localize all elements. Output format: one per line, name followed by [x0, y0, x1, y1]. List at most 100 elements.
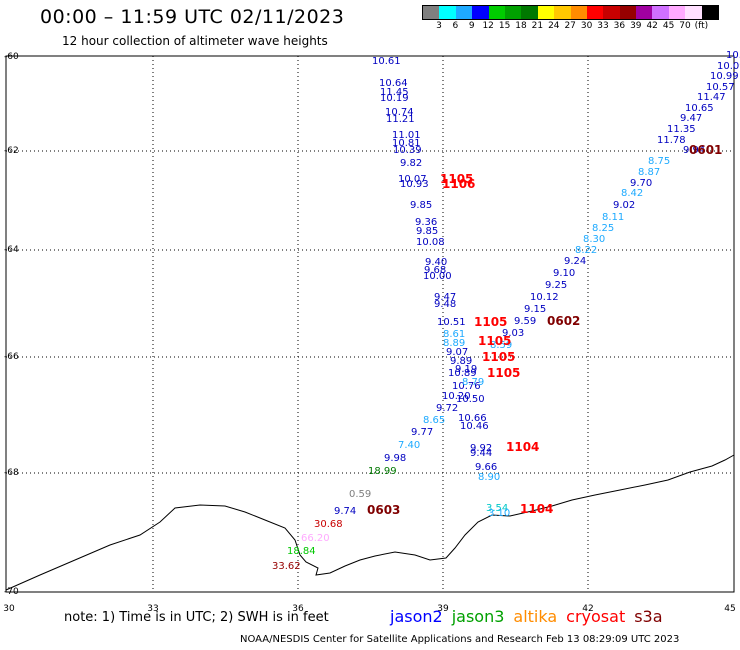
- wave-height-value: 10.99: [710, 71, 739, 82]
- legend-swatch: [439, 6, 456, 19]
- legend-label: (ft): [694, 21, 709, 31]
- wave-height-value: 9.25: [545, 280, 568, 291]
- legend-label: 15: [498, 21, 511, 31]
- credit-line: NOAA/NESDIS Center for Satellite Applica…: [240, 634, 680, 645]
- pass-time-label: 0601: [689, 143, 723, 157]
- wave-height-value: 18.99: [368, 466, 397, 477]
- wave-height-value: 9.15: [524, 304, 547, 315]
- legend-swatch: [619, 6, 637, 19]
- x-tick-label: 45: [724, 604, 736, 614]
- wave-height-value: 9.74: [334, 506, 357, 517]
- legend-swatch: [701, 6, 719, 19]
- wave-height-value: 10.64: [379, 78, 408, 89]
- wave-height-value: 3.10: [488, 508, 511, 519]
- legend-label: 33: [597, 21, 609, 31]
- wave-height-value: 8.79: [462, 377, 485, 388]
- legend-swatch: [423, 6, 440, 19]
- legend-swatch: [504, 6, 522, 19]
- wave-height-value: 9.89: [450, 356, 473, 367]
- footnote: note: 1) Time is in UTC; 2) SWH is in fe…: [64, 610, 329, 625]
- map-title: 00:00 – 11:59 UTC 02/11/2023: [40, 6, 345, 28]
- legend-label: 39: [630, 21, 642, 31]
- wave-height-value: 9.66: [475, 462, 498, 473]
- legend-label: 3: [436, 21, 442, 31]
- x-tick-label: 39: [437, 604, 449, 614]
- wave-height-value: 9.10: [553, 268, 576, 279]
- wave-height-value: 7.40: [398, 440, 421, 451]
- legend-swatch: [586, 6, 604, 19]
- y-tick-label: -64: [4, 245, 19, 255]
- legend-swatch: [521, 6, 538, 19]
- y-tick-label: -68: [4, 468, 19, 478]
- mission-altika: altika: [513, 607, 558, 626]
- legend-swatches: [422, 5, 720, 20]
- wave-height-value: 8.11: [602, 212, 625, 223]
- wave-height-value: 9.82: [400, 158, 423, 169]
- y-tick-label: -66: [4, 352, 19, 362]
- wave-height-value: 10.74: [385, 107, 414, 118]
- wave-height-value: 9.72: [436, 403, 459, 414]
- grid-lines: [6, 56, 734, 592]
- wave-height-value: 8.42: [621, 188, 644, 199]
- wave-height-value: 10.39: [393, 145, 422, 156]
- mission-s3a: s3a: [634, 607, 663, 626]
- wave-height-value: 9.03: [502, 328, 525, 339]
- pass-time-label: 0603: [367, 503, 401, 517]
- color-legend: 3 6 9 12 15 18 21 24 27 30 33 36 39 42 45 70 (ft): [422, 5, 720, 32]
- wave-height-value: 10.81: [392, 138, 421, 149]
- legend-label: 42: [646, 21, 658, 31]
- legend-label: 27: [564, 21, 576, 31]
- wave-height-value: 9.85: [416, 226, 439, 237]
- wave-height-value: 9.19: [455, 364, 478, 375]
- wave-height-value: 11.47: [697, 92, 726, 103]
- wave-height-value: 10.20: [442, 391, 471, 402]
- wave-height-value: 8.87: [638, 167, 661, 178]
- y-tick-label: -62: [4, 146, 19, 156]
- wave-height-value: 18.84: [287, 546, 316, 557]
- x-tick-label: 30: [3, 604, 15, 614]
- wave-height-value: 10.19: [380, 93, 409, 104]
- pass-time-label: 1105: [474, 315, 508, 329]
- wave-height-value: 10.57: [706, 82, 735, 93]
- wave-height-value: 11.78: [657, 135, 686, 146]
- pass-time-label: 1105: [478, 334, 512, 348]
- wave-height-value: 10.76: [452, 381, 481, 392]
- y-tick-label: -60: [4, 52, 19, 62]
- legend-swatch: [570, 6, 587, 19]
- wave-height-value: 9.07: [446, 347, 469, 358]
- legend-swatch: [472, 6, 489, 19]
- wave-height-value: 10.: [726, 50, 740, 61]
- wave-height-value: 10.07: [398, 174, 427, 185]
- wave-height-value: 8.22: [575, 245, 598, 256]
- wave-height-value: 9.59: [514, 316, 537, 327]
- pass-time-label: 1104: [506, 440, 540, 454]
- legend-labels: 3 6 9 12 15 18 21 24 27 30 33 36 39 42 45 70 (ft): [422, 20, 719, 32]
- pass-time-label: 1105: [440, 172, 474, 186]
- legend-swatch: [636, 6, 653, 19]
- map-subtitle: 12 hour collection of altimeter wave hei…: [62, 34, 328, 48]
- wave-height-value: 66.20: [301, 533, 330, 544]
- wave-height-value: 9.44: [470, 448, 493, 459]
- plot-frame: [5, 55, 735, 593]
- mission-cryosat: cryosat: [566, 607, 626, 626]
- wave-height-value: 8.75: [648, 156, 671, 167]
- mission-legend: jason2 jason3 altika cryosat s3a: [390, 607, 672, 626]
- wave-height-value: 10.93: [400, 179, 429, 190]
- wave-height-value: 9.77: [411, 427, 434, 438]
- wave-height-value: 3.54: [486, 503, 509, 514]
- wave-height-value: 11.01: [392, 130, 421, 141]
- legend-label: 30: [580, 21, 593, 31]
- legend-swatch: [537, 6, 555, 19]
- wave-height-value: 30.68: [314, 519, 343, 530]
- legend-label: 70: [679, 21, 691, 31]
- legend-label: 36: [613, 21, 626, 31]
- wave-height-value: 8.25: [592, 223, 615, 234]
- pass-time-label: 0602: [547, 314, 581, 328]
- wave-height-value: 9.94: [683, 145, 706, 156]
- wave-height-value: 8.90: [478, 472, 501, 483]
- legend-label: 45: [662, 21, 675, 31]
- mission-jason2: jason2: [390, 607, 443, 626]
- x-tick-label: 36: [292, 604, 304, 614]
- pass-time-label: 1104: [520, 502, 554, 516]
